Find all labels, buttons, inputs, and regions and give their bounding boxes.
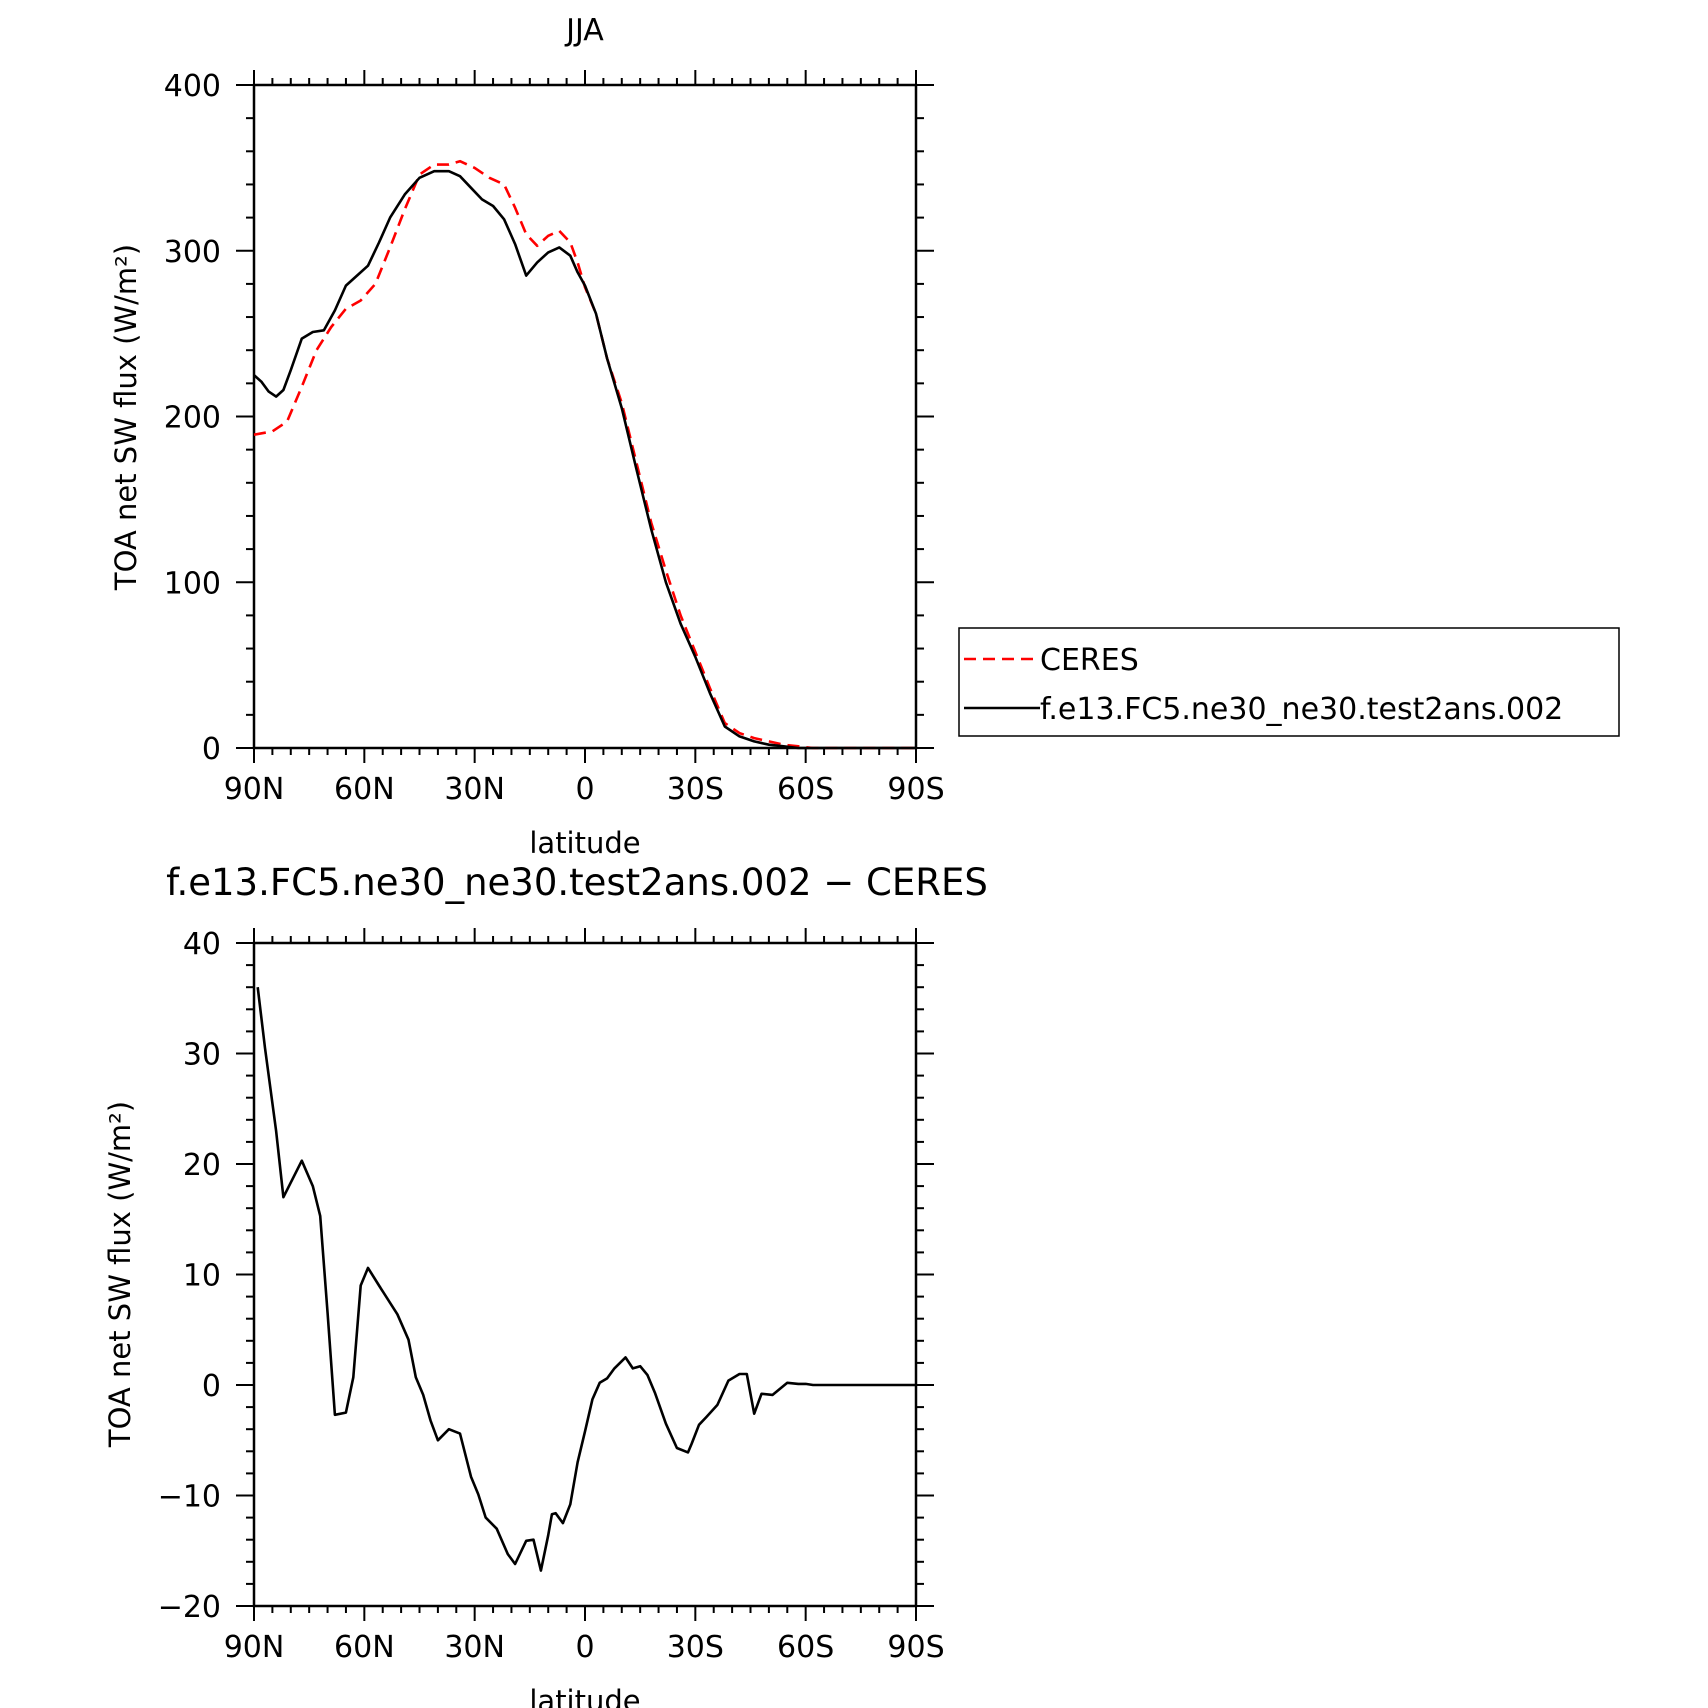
difference-line bbox=[256, 987, 916, 1572]
x-tick-label: 30S bbox=[667, 772, 724, 807]
y-tick-label: 30 bbox=[183, 1038, 221, 1073]
ceres-line bbox=[253, 159, 916, 750]
bottom-chart-title: f.e13.FC5.ne30_ne30.test2ans.002 − CERES bbox=[166, 861, 988, 904]
x-tick-label: 90N bbox=[224, 1630, 285, 1665]
y-tick-label: 300 bbox=[164, 235, 221, 270]
y-tick-label: −10 bbox=[158, 1480, 221, 1515]
x-tick-label: 90S bbox=[887, 1630, 944, 1665]
x-tick-label: 30N bbox=[444, 1630, 505, 1665]
y-tick-label: −20 bbox=[158, 1590, 221, 1625]
legend-ceres-label: CERES bbox=[1040, 643, 1139, 678]
y-tick-label: 40 bbox=[183, 927, 221, 962]
bottom-plot-frame bbox=[252, 941, 918, 1608]
x-tick-label: 0 bbox=[575, 1630, 594, 1665]
x-tick-label: 90N bbox=[224, 772, 285, 807]
y-tick-label: 0 bbox=[202, 732, 221, 767]
top-panel: JJA 90N 60N 30N 0 30S 60S 90S 0 100 200 300 400 TOA… bbox=[109, 13, 945, 860]
x-tick-label: 60S bbox=[777, 772, 834, 807]
legend-box bbox=[958, 627, 1620, 737]
top-chart-title: JJA bbox=[564, 13, 604, 48]
top-x-axis-label: latitude bbox=[529, 826, 640, 860]
y-tick-label: 10 bbox=[183, 1259, 221, 1294]
x-tick-label: 0 bbox=[575, 772, 594, 807]
legend: CERES f.e13.FC5.ne30_ne30.test2ans.002 bbox=[958, 627, 1620, 737]
bottom-series-lines bbox=[256, 987, 916, 1572]
top-series-lines bbox=[253, 159, 916, 750]
x-tick-label: 60N bbox=[334, 772, 395, 807]
y-tick-label: 0 bbox=[202, 1369, 221, 1404]
bottom-x-axis-label: latitude bbox=[529, 1684, 640, 1708]
y-tick-label: 400 bbox=[164, 69, 221, 104]
bottom-panel: f.e13.FC5.ne30_ne30.test2ans.002 − CERES… bbox=[103, 861, 988, 1708]
top-plot-frame bbox=[252, 83, 918, 750]
model-line bbox=[253, 169, 916, 750]
bottom-y-axis-label: TOA net SW flux (W/m²) bbox=[103, 1101, 137, 1448]
bottom-axis-ticks: 90N 60N 30N 0 30S 60S 90S −20 −10 0 10 20 30 40 bbox=[158, 927, 945, 1665]
x-tick-label: 30S bbox=[667, 1630, 724, 1665]
x-tick-label: 90S bbox=[887, 772, 944, 807]
y-tick-label: 20 bbox=[183, 1148, 221, 1183]
x-tick-label: 60N bbox=[334, 1630, 395, 1665]
y-tick-label: 200 bbox=[164, 401, 221, 436]
x-tick-label: 30N bbox=[444, 772, 505, 807]
x-tick-label: 60S bbox=[777, 1630, 834, 1665]
y-tick-label: 100 bbox=[164, 566, 221, 601]
legend-model-label: f.e13.FC5.ne30_ne30.test2ans.002 bbox=[1040, 692, 1563, 727]
top-axis-ticks: 90N 60N 30N 0 30S 60S 90S 0 100 200 300 400 bbox=[164, 69, 945, 807]
top-y-axis-label: TOA net SW flux (W/m²) bbox=[109, 244, 143, 591]
